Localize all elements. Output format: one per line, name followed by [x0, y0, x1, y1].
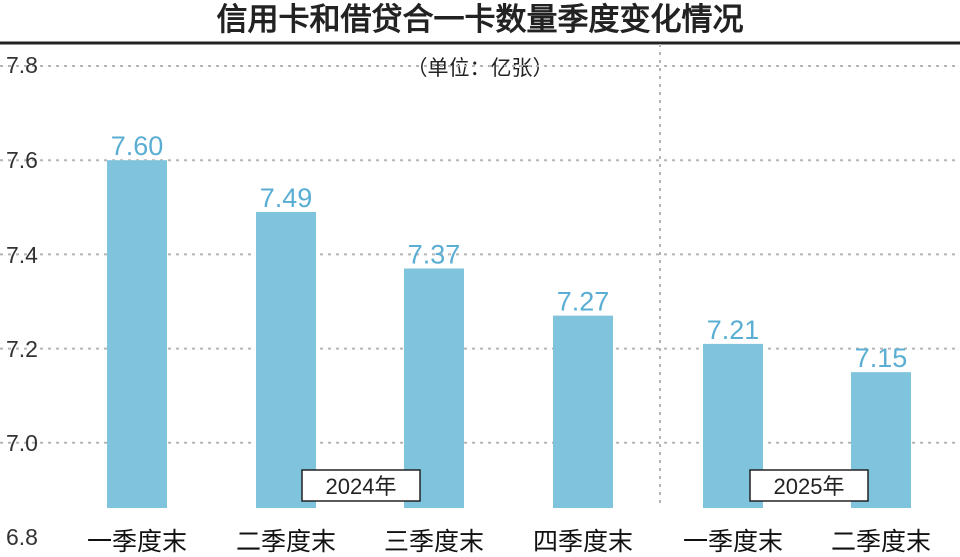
year-label-text: 2025年 [774, 474, 845, 499]
year-label-box [749, 469, 869, 502]
y-tick-label: 7.6 [6, 147, 38, 173]
x-tick-label: 一季度末 [683, 527, 783, 556]
y-tick-label: 6.8 [6, 524, 38, 550]
year-label-text: 2024年 [326, 474, 397, 499]
x-tick-label: 二季度末 [236, 527, 336, 556]
y-axis: 7.8 7.6 7.4 7.2 7.0 6.8 [6, 52, 38, 550]
y-tick-label: 7.8 [6, 52, 38, 78]
x-tick-label: 三季度末 [384, 527, 484, 556]
bar [404, 268, 464, 508]
year-label-2024: 2024年 [301, 469, 421, 502]
data-label: 7.21 [707, 315, 760, 345]
x-tick-label: 一季度末 [87, 527, 187, 556]
data-label: 7.15 [855, 343, 908, 373]
bars [107, 160, 911, 508]
y-tick-label: 7.0 [6, 430, 38, 456]
y-tick-label: 7.4 [6, 242, 38, 268]
data-labels: 7.60 7.49 7.37 7.27 7.21 7.15 [111, 131, 908, 373]
bar [107, 160, 167, 508]
data-label: 7.27 [557, 287, 610, 317]
chart-title: 信用卡和借贷合一卡数量季度变化情况 [217, 2, 744, 38]
data-label: 7.37 [408, 240, 461, 270]
bar [553, 315, 613, 508]
x-tick-label: 四季度末 [533, 527, 633, 556]
year-label-2025: 2025年 [749, 469, 869, 502]
data-label: 7.49 [260, 183, 313, 213]
year-label-box [301, 469, 421, 502]
bar [256, 212, 316, 508]
data-label: 7.60 [111, 131, 164, 161]
y-tick-label: 7.2 [6, 336, 38, 362]
unit-note: （单位：亿张） [407, 56, 554, 80]
x-axis: 一季度末 二季度末 三季度末 四季度末 一季度末 二季度末 [87, 527, 931, 556]
x-tick-label: 二季度末 [831, 527, 931, 556]
